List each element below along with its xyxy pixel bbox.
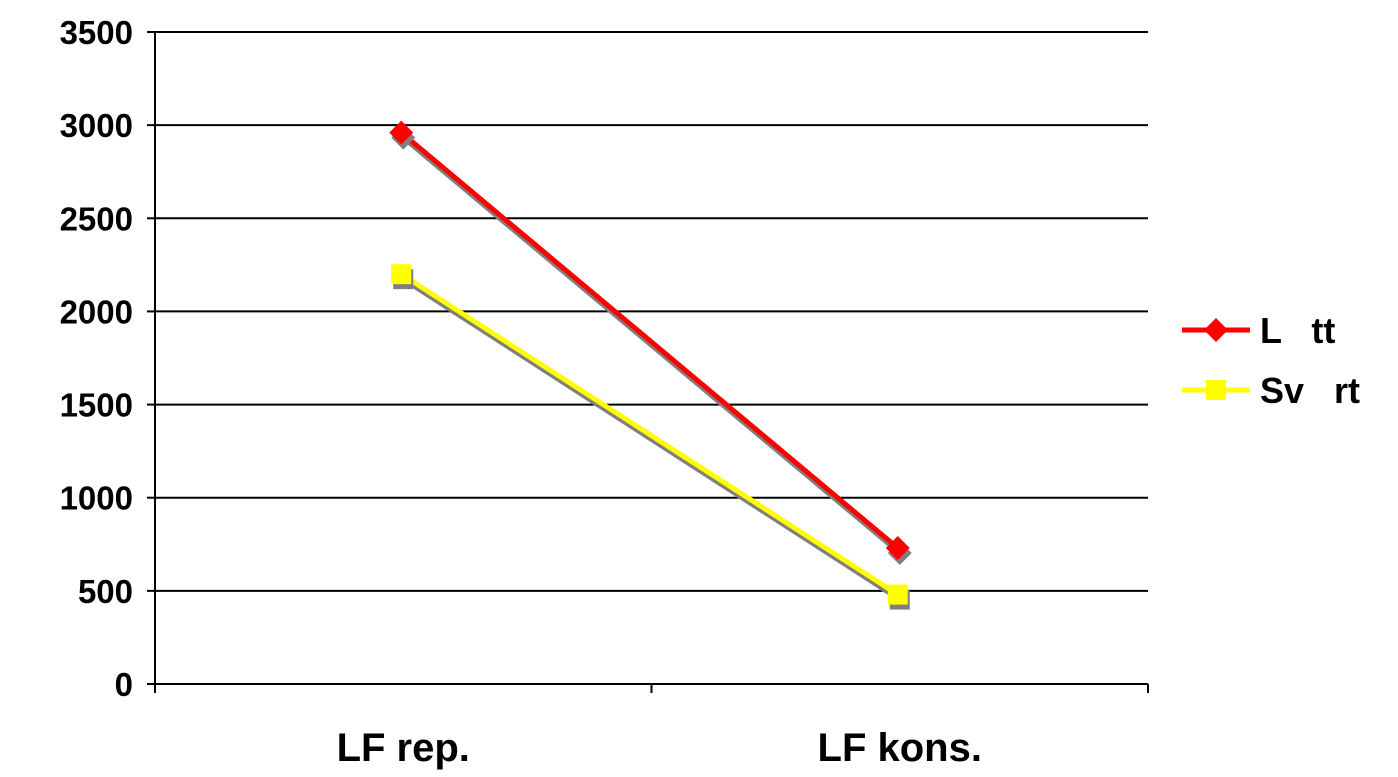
axes: 0 500 1000 1500 2000 2500 3000 3500 LF rep. LF ko… — [60, 14, 1149, 770]
y-tick-label: 0 — [115, 666, 133, 703]
series-line — [399, 272, 900, 597]
series-lines — [389, 120, 912, 610]
data-point — [389, 120, 414, 145]
series-shadow — [401, 277, 902, 602]
series-shadow — [401, 135, 902, 555]
y-tick-label: 500 — [78, 573, 133, 610]
data-point — [391, 264, 412, 285]
legend: L tt Sv rt — [1182, 310, 1360, 411]
data-point — [887, 584, 908, 605]
legend-label: Sv rt — [1260, 370, 1360, 411]
x-tick-label: LF kons. — [818, 726, 982, 770]
y-tick-label: 1500 — [60, 387, 133, 424]
x-tick-label: LF rep. — [337, 726, 470, 770]
y-tick-label: 1000 — [60, 480, 133, 517]
data-point — [885, 536, 910, 561]
gridlines — [155, 31, 1148, 592]
legend-marker — [1204, 318, 1228, 342]
y-tick-label: 2500 — [60, 200, 133, 237]
y-tick-label: 3500 — [60, 14, 133, 51]
y-tick-label: 2000 — [60, 293, 133, 330]
legend-label: L tt — [1260, 310, 1335, 351]
legend-marker — [1206, 380, 1226, 400]
y-tick-label: 3000 — [60, 107, 133, 144]
series-line — [399, 130, 900, 550]
